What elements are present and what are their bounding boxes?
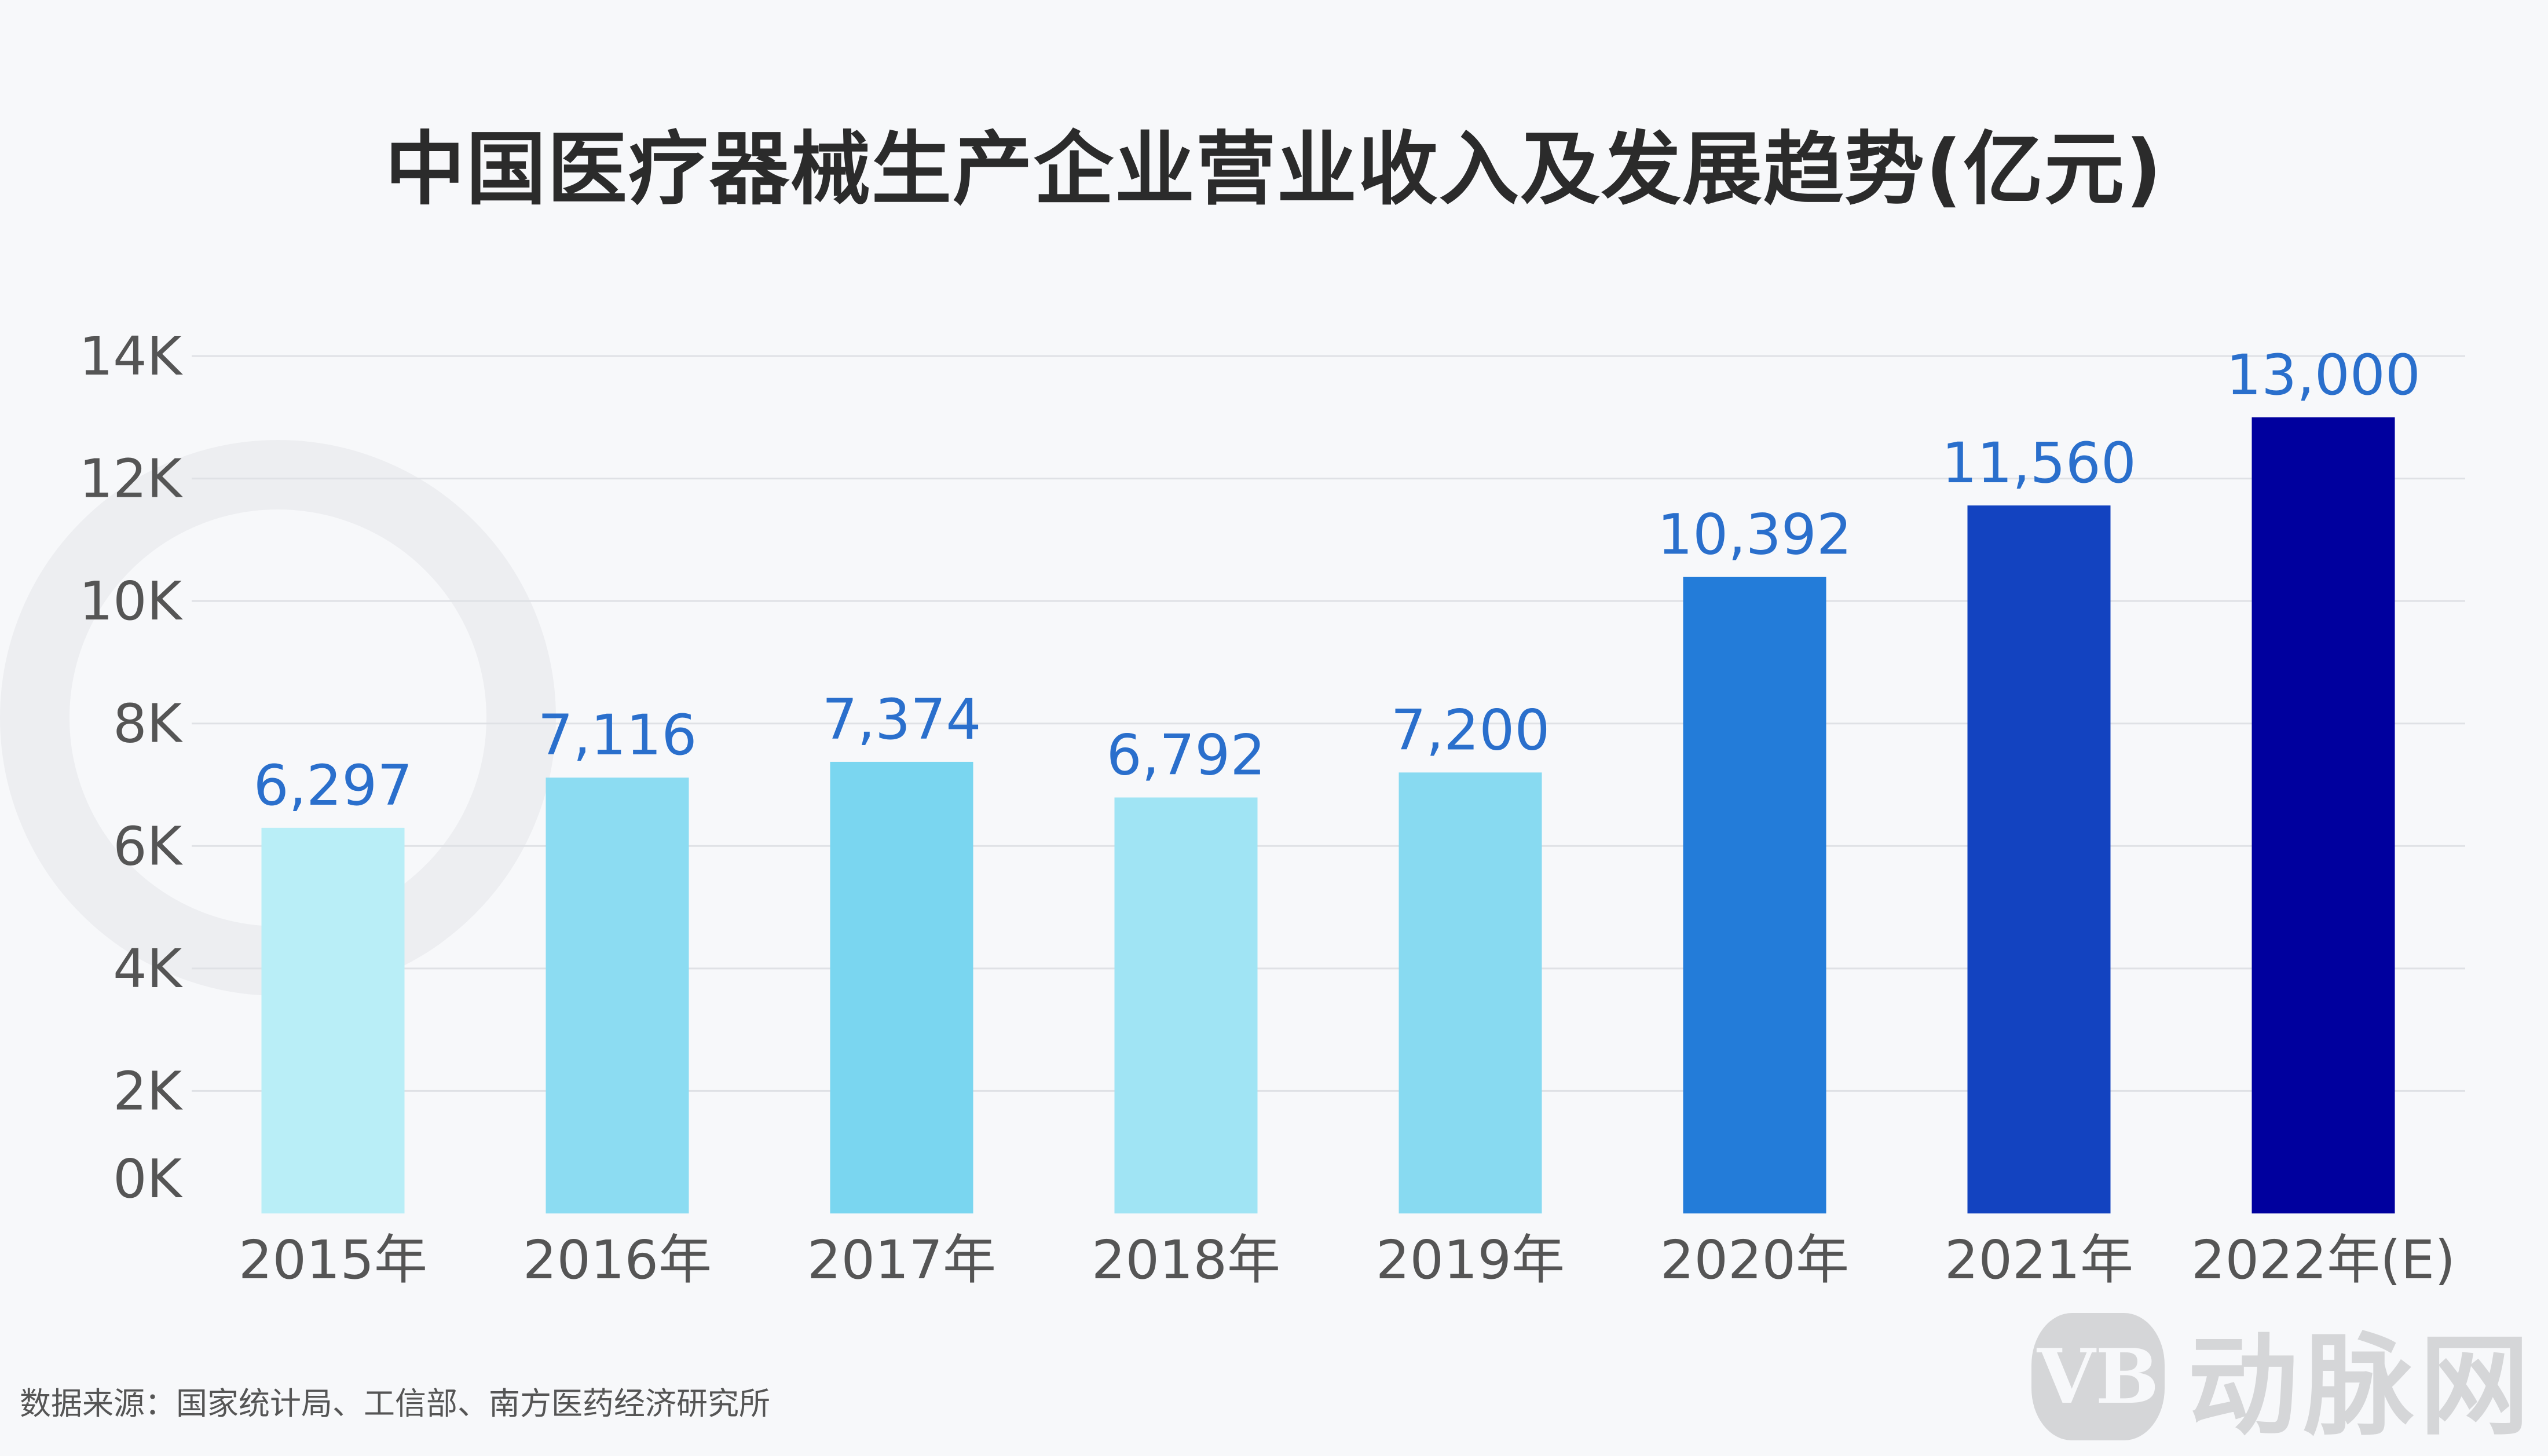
- bar: [546, 777, 689, 1213]
- y-tick-label: 2K: [113, 1060, 184, 1122]
- value-label: 13,000: [2226, 343, 2421, 408]
- logo-text: 动脉网: [2188, 1322, 2536, 1450]
- y-tick-label: 10K: [79, 570, 184, 632]
- value-label: 7,116: [538, 703, 697, 768]
- y-tick-label: 0K: [113, 1148, 184, 1210]
- data-source-note: 数据来源：国家统计局、工信部、南方医药经济研究所: [20, 1385, 770, 1422]
- bar: [1399, 772, 1542, 1213]
- x-tick-label: 2018年: [1092, 1229, 1280, 1291]
- x-tick-label: 2022年(E): [2191, 1229, 2455, 1291]
- value-label: 7,200: [1391, 698, 1550, 762]
- y-tick-label: 12K: [79, 448, 184, 510]
- x-tick-label: 2017年: [807, 1229, 996, 1291]
- x-tick-label: 2021年: [1945, 1229, 2133, 1291]
- x-tick-label: 2020年: [1660, 1229, 1849, 1291]
- value-label: 6,297: [254, 753, 413, 818]
- y-tick-label: 14K: [79, 325, 184, 387]
- bar: [2252, 417, 2395, 1214]
- dongmai-logo: VB 动脉网: [2031, 1297, 2535, 1456]
- bar: [261, 827, 405, 1213]
- bar: [1967, 505, 2111, 1213]
- chart-title: 中国医疗器械生产企业营业收入及发展趋势(亿元): [385, 123, 2163, 216]
- bar: [1114, 797, 1258, 1213]
- y-tick-label: 8K: [113, 693, 184, 755]
- x-tick-label: 2019年: [1376, 1229, 1565, 1291]
- x-tick-label: 2015年: [239, 1229, 427, 1291]
- x-tick-label: 2016年: [523, 1229, 712, 1291]
- y-tick-label: 4K: [113, 938, 184, 1000]
- y-tick-label: 6K: [113, 815, 184, 877]
- bar: [830, 761, 973, 1213]
- logo-badge-icon: VB: [2031, 1312, 2165, 1440]
- value-label: 6,792: [1107, 723, 1266, 788]
- value-label: 10,392: [1657, 503, 1852, 567]
- value-label: 7,374: [822, 687, 982, 752]
- bar: [1683, 577, 1826, 1214]
- value-label: 11,560: [1942, 431, 2136, 496]
